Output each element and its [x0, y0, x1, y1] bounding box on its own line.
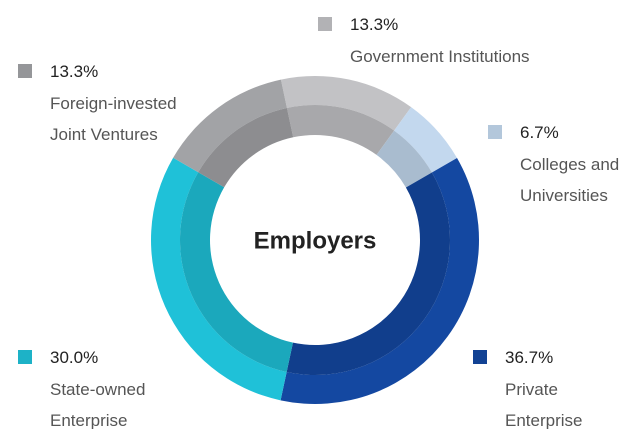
wedge-inner [376, 130, 432, 188]
wedge-outer [150, 157, 287, 401]
legend-label: Foreign-invested Joint Ventures [50, 94, 177, 144]
wedge-inner [286, 104, 395, 155]
legend-swatch [473, 350, 487, 364]
wedge-outer [173, 79, 287, 173]
wedge-outer [394, 107, 458, 173]
legend-label: Colleges and Universities [520, 155, 620, 205]
wedge-inner [286, 172, 450, 375]
wedge-inner [179, 172, 293, 372]
wedge-outer [280, 76, 412, 131]
legend-swatch [488, 125, 502, 139]
value-label: 30.0% [50, 348, 99, 367]
legend-item: 30.0% State-owned Enterprise [18, 348, 180, 429]
value-label: 6.7% [520, 123, 559, 142]
value-label: 36.7% [505, 348, 554, 367]
legend-label: Private Enterprise [505, 380, 583, 429]
legend-swatch [18, 350, 32, 364]
wedge-shade [376, 130, 432, 188]
legend-item: 13.3% Government Institutions [318, 15, 610, 72]
wedge-outer [280, 158, 479, 404]
legend-swatch [318, 17, 332, 31]
wedge-inner [198, 107, 294, 188]
chart-title: Employers [254, 227, 377, 254]
wedge-shade [286, 104, 395, 155]
legend-label: Government Institutions [350, 47, 530, 66]
wedge-shade [286, 172, 450, 375]
legend-label: State-owned Enterprise [50, 380, 146, 429]
legend-swatch [18, 64, 32, 78]
value-label: 13.3% [50, 62, 99, 81]
value-label: 13.3% [350, 15, 399, 34]
legend-item: 6.7% Colleges and Universities [488, 123, 636, 211]
legend-item: 13.3% Foreign-invested Joint Ventures [18, 62, 210, 150]
wedge-shade [179, 172, 293, 372]
wedge-shade [198, 107, 294, 188]
legend-item: 36.7% Private Enterprise [473, 348, 605, 429]
